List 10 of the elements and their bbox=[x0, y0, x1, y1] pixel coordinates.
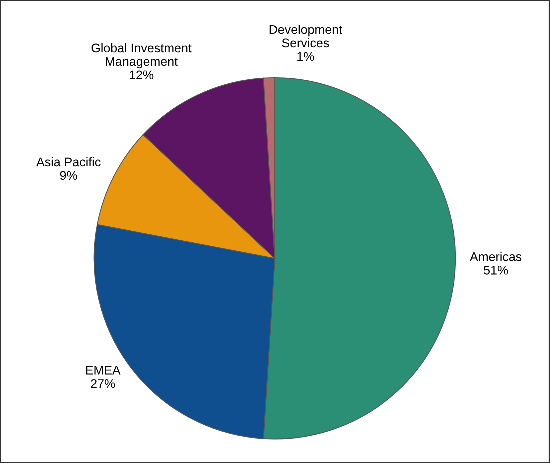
slice-label: EMEA bbox=[86, 366, 121, 375]
slice-label: Global Investment Management bbox=[92, 43, 192, 69]
data-label: 1% bbox=[298, 52, 314, 62]
data-label: 27% bbox=[91, 379, 116, 388]
data-label: 51% bbox=[484, 266, 508, 275]
data-label: 12% bbox=[130, 70, 154, 80]
slice-label: Americas bbox=[470, 252, 522, 262]
slice-label: Asia Pacific bbox=[36, 157, 101, 167]
data-label: 9% bbox=[60, 171, 78, 180]
slice-label: Development Services bbox=[270, 24, 342, 48]
